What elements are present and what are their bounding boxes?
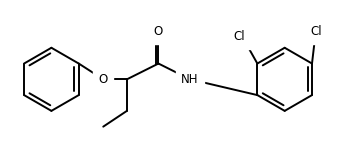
Text: NH: NH	[181, 73, 199, 86]
Text: Cl: Cl	[234, 30, 245, 43]
Text: O: O	[98, 73, 108, 86]
Text: O: O	[154, 26, 163, 39]
Text: Cl: Cl	[311, 26, 322, 39]
